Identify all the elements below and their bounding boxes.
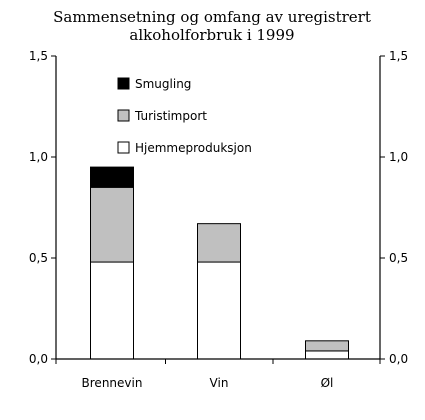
y-tick-label-right: 1,0 [389, 150, 408, 164]
bar-brennevin-smugling [90, 166, 134, 188]
x-tick-label: Vin [210, 376, 229, 390]
bar-brennevin-hjemmeproduksjon [90, 261, 134, 360]
y-tick-label-right: 0,5 [389, 251, 408, 265]
x-tick-label: Øl [321, 376, 334, 390]
y-tick-label-left: 0,5 [29, 251, 48, 265]
bar-brennevin-turistimport [90, 186, 134, 263]
chart-title-line-2: alkoholforbruk i 1999 [129, 26, 294, 44]
x-tick-label: Brennevin [82, 376, 143, 390]
axes: 0,0 0,0 0,5 0,5 1,0 1,0 1,5 1,5 Brennevin Vin Øl [29, 49, 408, 390]
legend-label-turistimport: Turistimport [134, 109, 207, 123]
chart-title-line-1: Sammensetning og omfang av uregistrert [53, 8, 371, 26]
bar-øl-hjemmeproduksjon [305, 350, 349, 360]
bar-vin-hjemmeproduksjon [197, 261, 241, 360]
bar-øl-turistimport [305, 340, 349, 352]
y-tick-label-right: 0,0 [389, 352, 408, 366]
bar-vin-turistimport [197, 223, 241, 263]
legend-label-smugling: Smugling [135, 77, 191, 91]
legend-swatch-hjemmeproduksjon [117, 141, 130, 154]
y-tick-label-left: 0,0 [29, 352, 48, 366]
y-tick-label-right: 1,5 [389, 49, 408, 63]
legend-swatch-turistimport [117, 109, 130, 122]
legend-swatch-smugling [117, 77, 130, 90]
y-tick-label-left: 1,0 [29, 150, 48, 164]
plot-area [90, 166, 349, 360]
y-tick-label-left: 1,5 [29, 49, 48, 63]
legend: Smugling Turistimport Hjemmeproduksjon [117, 77, 252, 155]
legend-label-hjemmeproduksjon: Hjemmeproduksjon [135, 141, 252, 155]
